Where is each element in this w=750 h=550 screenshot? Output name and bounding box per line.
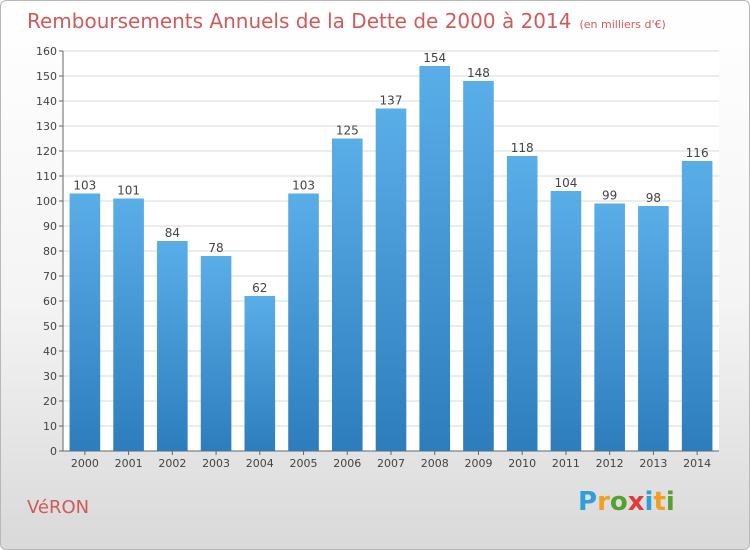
x-tick-label: 2003: [202, 457, 230, 470]
bars: [69, 66, 713, 451]
logo-letter: o: [609, 487, 628, 517]
x-tick-label: 2013: [639, 457, 667, 470]
data-label: 101: [117, 184, 140, 198]
data-label: 137: [380, 94, 403, 108]
bar: [375, 108, 407, 451]
data-label: 98: [646, 191, 661, 205]
data-label: 103: [292, 179, 315, 193]
x-tick-label: 2007: [377, 457, 405, 470]
y-tick-label: 150: [36, 70, 57, 83]
y-tick-label: 160: [36, 45, 57, 58]
x-tick-label: 2014: [683, 457, 711, 470]
town-name: VéRON: [27, 497, 90, 518]
logo-letter: i: [644, 487, 654, 517]
logo-letter: x: [627, 487, 645, 517]
bar: [463, 81, 494, 451]
x-tick-label: 2012: [596, 457, 624, 470]
logo-letter: P: [578, 487, 598, 517]
logo-letter: r: [597, 487, 610, 517]
chart-title: Remboursements Annuels de la Dette de 20…: [27, 9, 666, 33]
bar: [681, 161, 713, 451]
bar: [69, 193, 101, 451]
x-tick-label: 2006: [333, 457, 361, 470]
y-tick-label: 50: [43, 320, 57, 333]
data-label: 99: [602, 189, 617, 203]
logo-letter: i: [665, 487, 675, 517]
data-label: 104: [554, 176, 577, 190]
bar: [506, 156, 538, 451]
data-label: 62: [252, 281, 267, 295]
x-tick-label: 2001: [115, 457, 143, 470]
y-tick-label: 120: [36, 145, 57, 158]
y-tick-label: 30: [43, 370, 57, 383]
data-label: 148: [467, 66, 490, 80]
y-tick-label: 10: [43, 420, 57, 433]
data-label: 118: [511, 141, 534, 155]
bar: [288, 193, 319, 451]
y-tick-label: 40: [43, 345, 57, 358]
bar: [244, 296, 276, 451]
bar: [550, 191, 582, 451]
bar: [594, 203, 625, 451]
proxiti-logo: Proxiti: [578, 487, 675, 517]
x-tick-label: 2000: [71, 457, 99, 470]
data-label: 154: [423, 51, 446, 65]
y-tick-label: 90: [43, 220, 57, 233]
x-tick-label: 2010: [508, 457, 536, 470]
x-tick-label: 2008: [421, 457, 449, 470]
y-tick-label: 100: [36, 195, 57, 208]
x-tick-label: 2002: [158, 457, 186, 470]
data-labels: 103 101 84 78 62 103 125 137 154 148 118 104 99 98 116: [73, 51, 708, 295]
chart-subtitle: (en milliers d'€): [579, 18, 666, 31]
y-tick-label: 140: [36, 95, 57, 108]
y-tick-label: 110: [36, 170, 57, 183]
chart-title-text: Remboursements Annuels de la Dette de 20…: [27, 9, 572, 33]
data-label: 78: [208, 241, 223, 255]
bar: [157, 241, 188, 451]
bar: [419, 66, 451, 451]
bar: [200, 256, 232, 451]
y-tick-label: 130: [36, 120, 57, 133]
bar: [113, 198, 144, 451]
data-label: 84: [165, 226, 180, 240]
y-tick-label: 0: [50, 445, 57, 458]
data-label: 125: [336, 124, 359, 138]
logo-letter: t: [653, 487, 666, 517]
y-tick-label: 60: [43, 295, 57, 308]
x-tick-label: 2005: [290, 457, 318, 470]
data-label: 116: [686, 146, 709, 160]
data-label: 103: [73, 179, 96, 193]
bar: [638, 206, 669, 451]
y-tick-label: 70: [43, 270, 57, 283]
x-tick-label: 2011: [552, 457, 580, 470]
bar: [331, 138, 363, 451]
x-tick-label: 2004: [246, 457, 274, 470]
y-tick-label: 80: [43, 245, 57, 258]
x-tick-label: 2009: [464, 457, 492, 470]
y-tick-label: 20: [43, 395, 57, 408]
